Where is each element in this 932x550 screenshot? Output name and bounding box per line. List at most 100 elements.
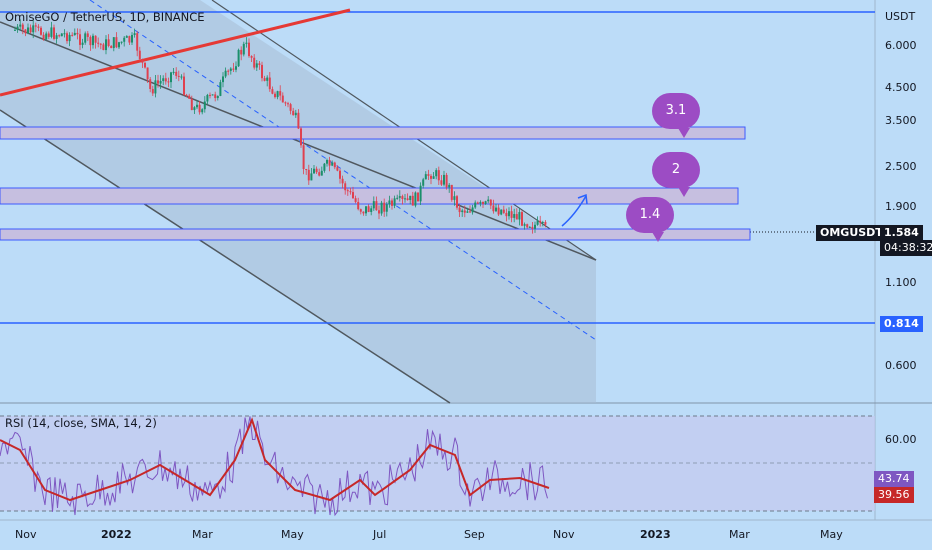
candle-body [167,81,170,83]
candle-body [474,202,477,208]
bar-countdown: 04:38:32 [880,240,932,256]
candle-body [133,33,136,35]
price-axis-currency: USDT [885,10,916,23]
candle-body [497,207,500,215]
channel-midline [89,0,597,341]
last-price-tag: 1.584 [880,225,923,241]
candle-body [40,27,42,35]
candle-body [500,209,503,215]
candle-body [331,162,334,166]
time-tick: Nov [553,528,575,541]
candle-body [466,211,469,213]
candle-body [253,57,256,68]
candle-body [404,198,406,200]
candle-body [367,206,370,212]
candle-body [45,33,48,40]
candle-body [84,33,87,43]
time-tick: Nov [15,528,37,541]
candle-body [380,202,383,214]
candle-body [266,77,269,81]
candle-body [484,201,487,204]
time-tick: Sep [464,528,485,541]
candle-body [508,211,510,217]
time-tick: 2023 [640,528,671,541]
candle-body [541,221,544,223]
candle-body [336,167,339,171]
candle-body [398,196,401,198]
candle-body [68,34,71,42]
candle-body [224,70,227,77]
candle-body [144,62,146,68]
rsi-level-tick: 60.00 [885,433,917,446]
candle-body [128,36,131,43]
candle-body [526,224,529,228]
candle-body [313,168,315,174]
candle-body [292,110,295,116]
target-bubble[interactable]: 1.4 [626,197,674,242]
candle-body [422,179,425,186]
candle-body [180,76,183,78]
candle-body [157,80,159,84]
candle-body [479,201,482,204]
candle-body [242,43,245,55]
rsi-sma-tag: 39.56 [874,487,914,503]
target-bubble[interactable]: 2 [652,152,700,197]
candle-body [120,41,123,43]
candle-body [302,145,305,169]
candle-body [60,33,63,37]
candle-body [521,212,523,226]
candle-body [14,29,16,31]
candle-body [445,174,448,188]
candle-body [297,112,300,129]
candle-body [458,207,461,213]
candle-body [539,220,542,223]
candle-body [315,168,318,173]
candle-body [24,29,27,34]
candle-body [424,174,427,180]
candle-body [284,102,287,104]
candle-body [164,78,167,82]
candle-body [401,196,404,199]
candle-body [430,175,432,179]
price-tick: 3.500 [885,114,917,127]
time-tick: Mar [192,528,213,541]
candle-body [27,27,29,34]
candle-body [123,37,126,42]
candle-body [318,172,321,176]
candle-body [37,26,40,28]
candle-body [248,42,250,57]
candle-body [235,66,237,70]
candle-body [513,214,516,218]
candle-body [274,93,276,98]
candle-body [216,95,219,99]
candle-body [505,212,508,217]
candle-body [229,68,232,71]
candle-body [107,39,110,47]
rsi-title: RSI (14, close, SMA, 14, 2) [5,416,157,430]
candle-body [245,42,248,44]
candle-body [175,71,178,76]
time-tick: Jul [373,528,387,541]
candle-body [196,104,198,108]
candle-body [240,49,243,55]
candle-body [263,78,266,81]
candle-body [414,192,417,206]
price-tick: 4.500 [885,81,917,94]
projection-arrow [561,195,587,227]
candle-body [55,35,58,39]
symbol-tag: OMGUSDT [816,225,887,241]
marked-level-tag: 0.814 [880,316,923,332]
candle-body [393,198,396,206]
candle-body [125,36,128,38]
candle-body [534,224,536,229]
candle-body [396,197,399,199]
candle-body [211,94,214,96]
target-bubble[interactable]: 3.1 [652,93,700,138]
candle-body [115,37,118,48]
candle-body [453,196,456,200]
candle-body [71,34,74,36]
candle-body [32,25,35,33]
candle-body [339,170,341,179]
